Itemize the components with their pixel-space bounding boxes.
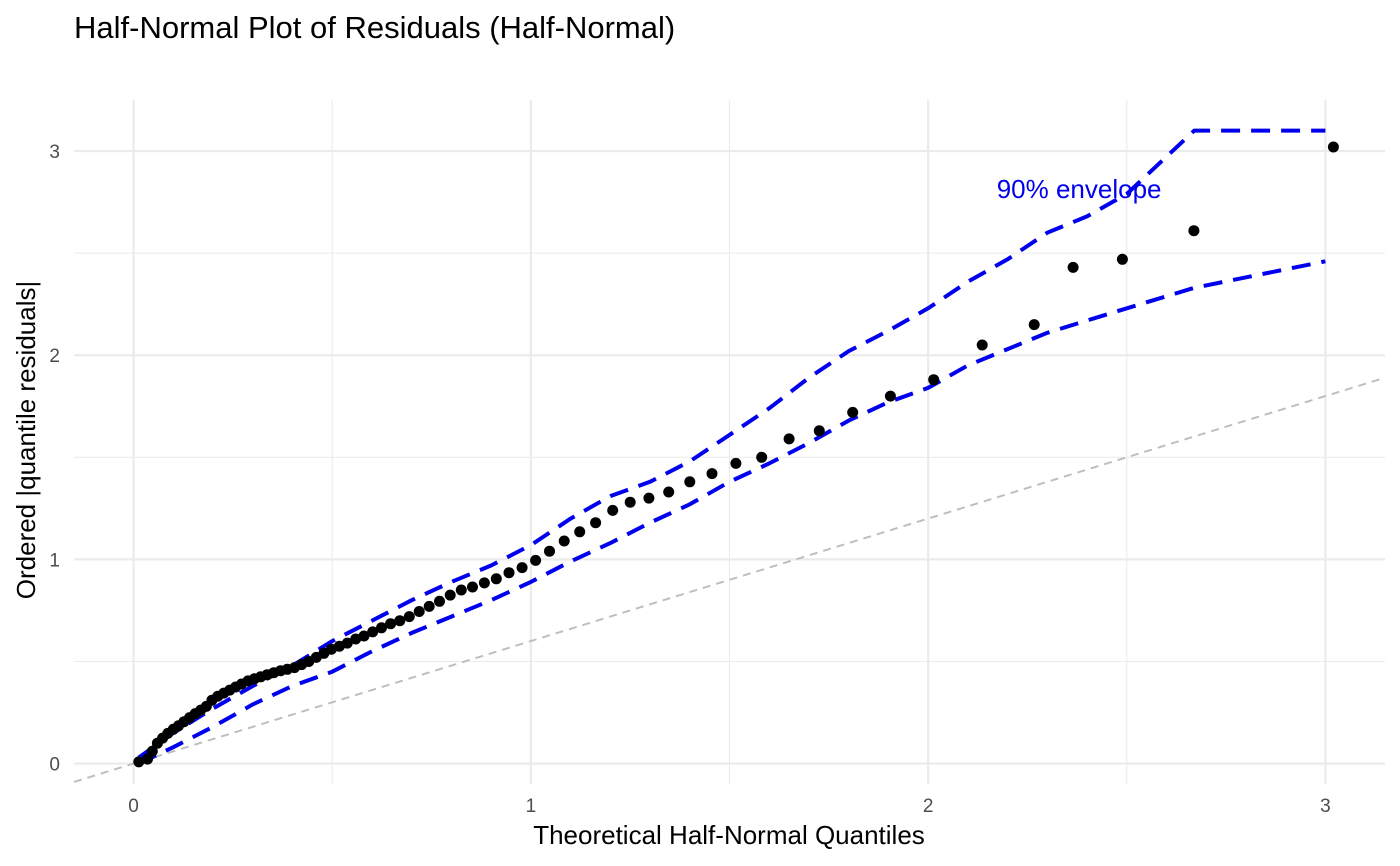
data-point [358,630,370,642]
data-point [490,573,502,585]
data-point [590,517,602,529]
x-axis-title: Theoretical Half-Normal Quantiles [533,820,925,850]
data-point [413,606,425,617]
data-point [444,589,456,601]
reference-line-layer [73,376,1386,783]
data-point [928,374,940,386]
data-point [133,756,145,768]
y-tick-label: 1 [49,550,60,571]
data-point [1327,141,1339,153]
data-point [516,562,528,574]
data-point [607,504,619,516]
y-tick-label: 0 [49,755,60,776]
data-point [467,581,478,593]
data-point [643,492,655,504]
data-point [455,584,467,596]
data-point [544,545,555,557]
data-point [663,486,675,498]
data-point [434,595,445,607]
data-point [684,476,696,488]
envelope-annotation: 90% envelope [997,174,1162,204]
y-tick-label: 2 [49,346,60,367]
data-point [367,626,379,638]
data-point [423,600,435,612]
y-tick-label: 3 [49,142,60,163]
data-point [1188,225,1200,237]
data-point [530,554,542,566]
x-tick-label: 3 [1320,796,1331,817]
minor-gridlines [74,100,1385,784]
x-tick-label: 0 [128,796,139,817]
data-point [146,745,158,757]
data-point [624,496,636,508]
reference-line [73,376,1386,783]
data-point [847,406,859,418]
data-point [1028,319,1040,331]
data-point [385,618,397,630]
data-point [478,577,490,589]
data-point [341,637,353,649]
data-point [813,425,825,437]
envelope-layer [137,128,1326,766]
data-point [706,468,718,480]
y-axis-title: Ordered |quantile residuals| [11,281,41,599]
envelope-lower-line [137,259,1326,766]
data-point [730,457,742,469]
data-point [503,567,515,579]
data-point [1067,261,1079,273]
x-tick-label: 1 [526,796,537,817]
data-point [574,526,586,538]
points-layer [133,141,1339,768]
chart-title: Half-Normal Plot of Residuals (Half-Norm… [74,10,675,45]
data-point [558,535,570,547]
major-gridlines [74,100,1385,784]
x-tick-label: 2 [923,796,934,817]
data-point [350,633,362,645]
data-point [376,622,387,634]
data-point [756,451,768,463]
data-point [976,339,988,351]
data-point [884,390,896,402]
data-point [1116,253,1128,265]
data-point [783,433,795,445]
data-point [394,615,406,627]
envelope-upper-line [137,128,1326,760]
data-point [403,611,415,623]
tick-labels-layer: 0 1 2 3 0 1 2 3 [49,142,1330,817]
